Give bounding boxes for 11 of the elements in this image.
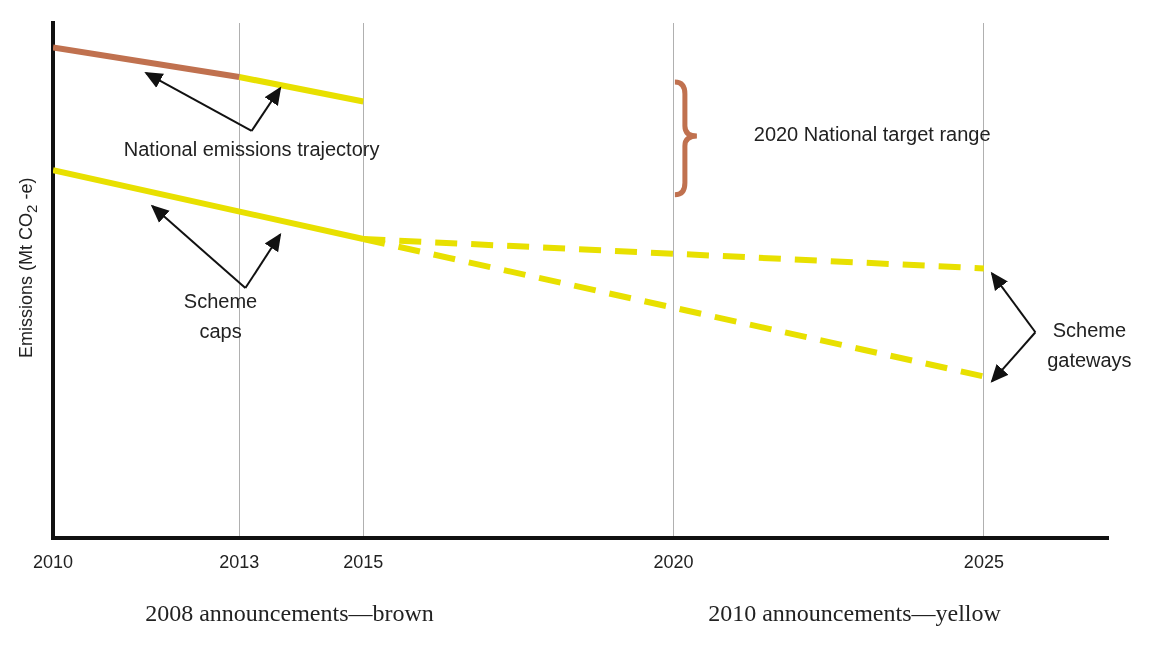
x-tick-label: 2020: [653, 552, 694, 573]
annotation: National emissions trajectory: [123, 138, 380, 161]
x-tick-label: 2013: [219, 552, 260, 573]
annotation: 2020 National target range: [753, 123, 991, 146]
annotation: Scheme caps: [183, 290, 258, 343]
text: 2010 announcements—yellow: [708, 600, 1001, 627]
x-tick-label: 2015: [343, 552, 384, 573]
x-tick-label: 2025: [963, 552, 1004, 573]
annotation: Scheme gateways: [1047, 319, 1132, 372]
x-tick-label: 2010: [32, 552, 74, 573]
text: 2008 announcements—brown: [145, 600, 434, 627]
